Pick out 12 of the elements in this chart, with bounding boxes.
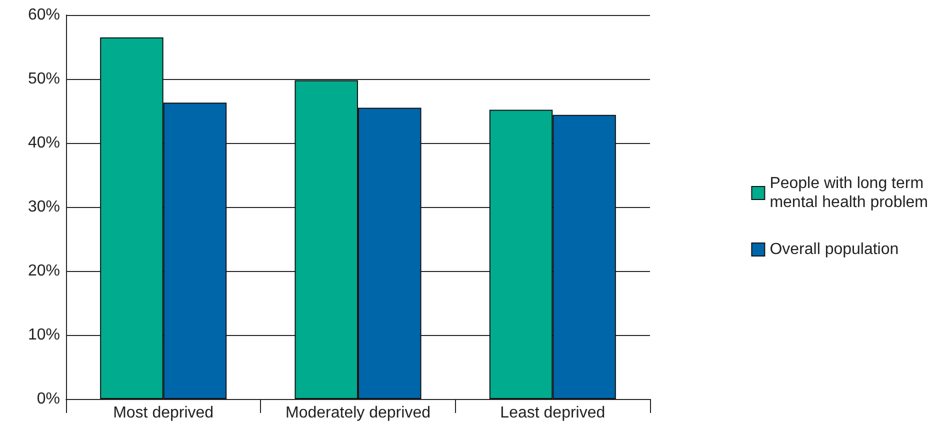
y-tick-label: 30% [28,198,60,216]
y-tick-label: 10% [28,326,60,344]
x-tick-label: Most deprived [113,404,214,422]
legend-label: Overall population [770,241,899,258]
x-tick-label: Moderately deprived [286,404,430,422]
y-tick-label: 50% [28,70,60,88]
legend-label: People with long term mental health problem [770,175,928,211]
y-tick-label: 40% [28,134,60,152]
y-tick-label: 60% [28,6,60,24]
x-tick-label: Least deprived [500,404,606,422]
y-tick-label: 20% [28,262,60,280]
y-tick-label: 0% [36,390,60,408]
